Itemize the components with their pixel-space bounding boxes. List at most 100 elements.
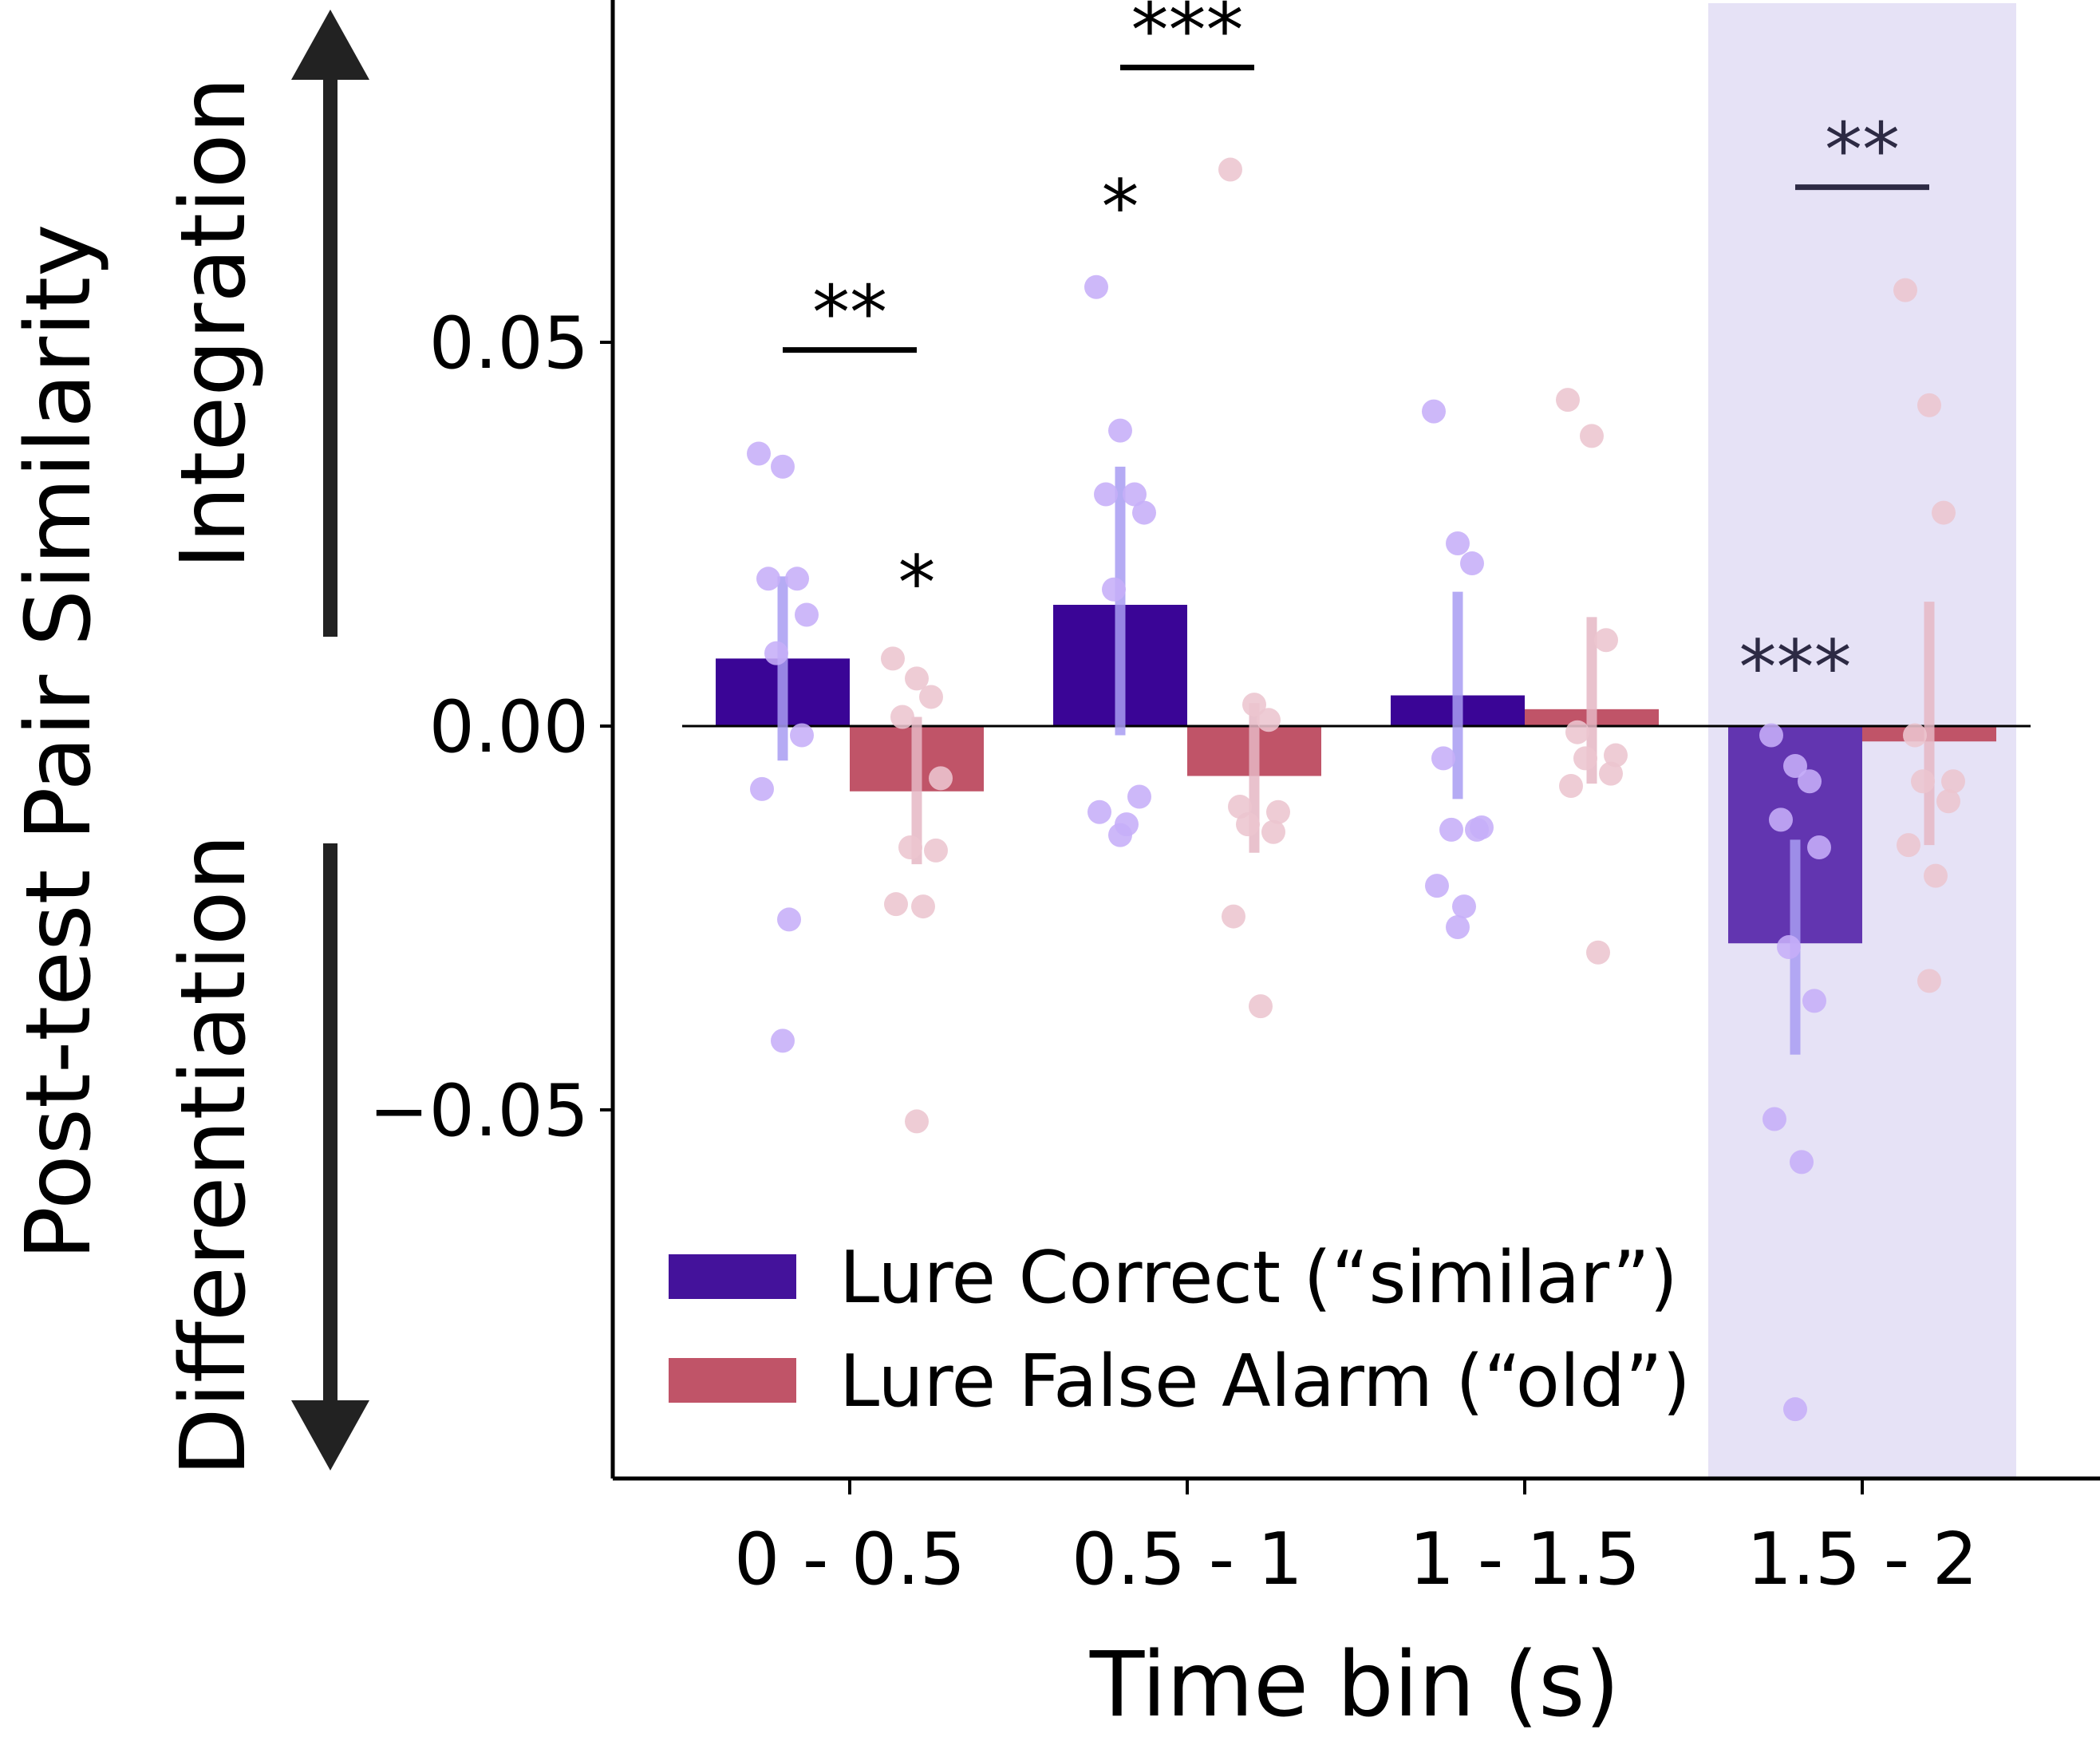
- ticks-layer: 0.05 0.00 −0.05 0 - 0.5 0.5 - 1 1 - 1.5 1.5 - …: [369, 302, 1978, 1601]
- y-tick-label-2: −0.05: [369, 1069, 589, 1153]
- point-s1-c1-0: [1218, 157, 1242, 182]
- point-s1-c2-4: [1604, 743, 1628, 768]
- point-s0-c1-3: [1094, 482, 1118, 507]
- point-s0-c2-3: [1431, 746, 1455, 771]
- point-s1-c3-2: [1932, 500, 1956, 525]
- point-s1-c0-0: [881, 646, 905, 671]
- sig-marker-3: *: [1102, 164, 1139, 251]
- point-s0-c0-2: [785, 567, 809, 591]
- point-s1-c2-5: [1573, 746, 1597, 771]
- point-s0-c3-1: [1783, 754, 1807, 779]
- sig-stars-4: **: [1825, 108, 1900, 195]
- x-axis-title: Time bin (s): [1089, 1633, 1620, 1737]
- point-s1-c0-9: [905, 1109, 929, 1134]
- point-s1-c3-0: [1893, 278, 1917, 302]
- point-s0-c0-8: [777, 907, 801, 932]
- integration-arrow: Integration: [162, 10, 369, 637]
- y-tick-label-1: 0.00: [429, 685, 589, 769]
- point-s0-c3-5: [1777, 935, 1801, 960]
- point-s0-c1-9: [1108, 823, 1132, 847]
- down-arrow-icon: [291, 1400, 369, 1471]
- point-s1-c0-2: [919, 685, 943, 709]
- x-tick-label-1: 0.5 - 1: [1072, 1518, 1303, 1601]
- legend-label-0: Lure Correct (“similar”): [839, 1236, 1678, 1320]
- point-s1-c0-6: [924, 838, 948, 863]
- point-s0-c0-3: [756, 567, 780, 591]
- y-tick-label-0: 0.05: [429, 302, 589, 385]
- sig-marker-1: *: [898, 540, 936, 627]
- point-s1-c0-3: [890, 705, 914, 729]
- point-s1-c2-8: [1586, 940, 1610, 965]
- axes: [610, 0, 2100, 1481]
- point-s1-c3-1: [1917, 393, 1941, 417]
- point-s0-c3-3: [1769, 807, 1793, 832]
- point-s0-c3-4: [1807, 835, 1831, 859]
- point-s1-c0-1: [905, 666, 929, 691]
- point-s1-c2-1: [1580, 424, 1604, 448]
- point-s0-c1-2: [1123, 482, 1147, 507]
- point-s0-c0-6: [790, 723, 814, 748]
- legend-label-1: Lure False Alarm (“old”): [839, 1340, 1691, 1423]
- point-s1-c3-5: [1911, 769, 1935, 794]
- point-s0-c2-5: [1439, 817, 1463, 842]
- point-s0-c2-0: [1422, 399, 1446, 424]
- up-arrow-icon: [291, 10, 369, 80]
- annotations-layer: ************: [783, 0, 1929, 712]
- y-axis-title: Post-test Pair Similarity: [7, 224, 111, 1261]
- point-s0-c3-0: [1759, 723, 1783, 748]
- point-s0-c1-1: [1108, 418, 1132, 443]
- sig-marker-5: ***: [1739, 625, 1852, 712]
- point-s1-c2-0: [1556, 388, 1580, 413]
- point-s1-c0-8: [911, 894, 935, 919]
- point-s1-c2-2: [1594, 628, 1618, 653]
- point-s1-c0-5: [898, 835, 922, 859]
- legend-swatch-0: [669, 1254, 796, 1299]
- point-s0-c2-7: [1425, 874, 1449, 898]
- point-s1-c3-7: [1897, 833, 1920, 858]
- points-layer: [747, 157, 1965, 1422]
- point-s0-c0-5: [764, 641, 788, 665]
- point-s0-c1-4: [1132, 500, 1156, 525]
- point-s0-c0-1: [771, 454, 795, 479]
- point-s1-c2-3: [1565, 720, 1589, 744]
- point-s0-c2-9: [1446, 915, 1470, 940]
- point-s0-c1-6: [1127, 784, 1151, 809]
- point-s0-c1-5: [1102, 577, 1126, 602]
- point-s0-c0-0: [747, 441, 771, 466]
- point-s1-c2-7: [1559, 774, 1583, 799]
- point-s1-c1-7: [1222, 904, 1245, 929]
- sig-stars-0: **: [812, 270, 887, 357]
- x-tick-label-2: 1 - 1.5: [1409, 1518, 1640, 1601]
- legend: Lure Correct (“similar”) Lure False Alarm…: [669, 1236, 1691, 1423]
- point-s0-c3-7: [1762, 1107, 1786, 1131]
- sig-stars-2: ***: [1131, 0, 1244, 75]
- x-tick-label-0: 0 - 0.5: [734, 1518, 965, 1601]
- point-s1-c3-8: [1924, 863, 1948, 888]
- point-s0-c2-8: [1452, 894, 1476, 919]
- point-s1-c1-5: [1236, 812, 1260, 837]
- legend-swatch-1: [669, 1358, 796, 1403]
- point-s1-c0-4: [929, 766, 953, 791]
- point-s0-c0-9: [771, 1028, 795, 1053]
- point-s0-c1-7: [1088, 799, 1111, 824]
- point-s0-c2-2: [1460, 551, 1484, 576]
- differentiation-arrow: Differentiation: [162, 834, 369, 1477]
- point-s1-c3-4: [1941, 769, 1965, 794]
- differentiation-label: Differentiation: [162, 834, 266, 1476]
- point-s0-c0-4: [795, 602, 819, 627]
- point-s1-c3-3: [1903, 723, 1927, 748]
- point-s0-c3-2: [1798, 769, 1822, 794]
- point-s0-c0-7: [750, 776, 774, 801]
- integration-label: Integration: [162, 77, 266, 569]
- point-s0-c2-6: [1465, 817, 1489, 842]
- point-s1-c2-6: [1599, 761, 1623, 786]
- point-s1-c3-6: [1936, 789, 1960, 814]
- point-s0-c3-9: [1783, 1397, 1807, 1422]
- point-s0-c3-6: [1802, 989, 1826, 1013]
- point-s0-c2-1: [1446, 531, 1470, 556]
- point-s1-c3-9: [1917, 969, 1941, 993]
- point-s1-c0-7: [884, 892, 908, 917]
- point-s0-c1-0: [1084, 274, 1108, 299]
- point-s1-c1-1: [1242, 693, 1266, 717]
